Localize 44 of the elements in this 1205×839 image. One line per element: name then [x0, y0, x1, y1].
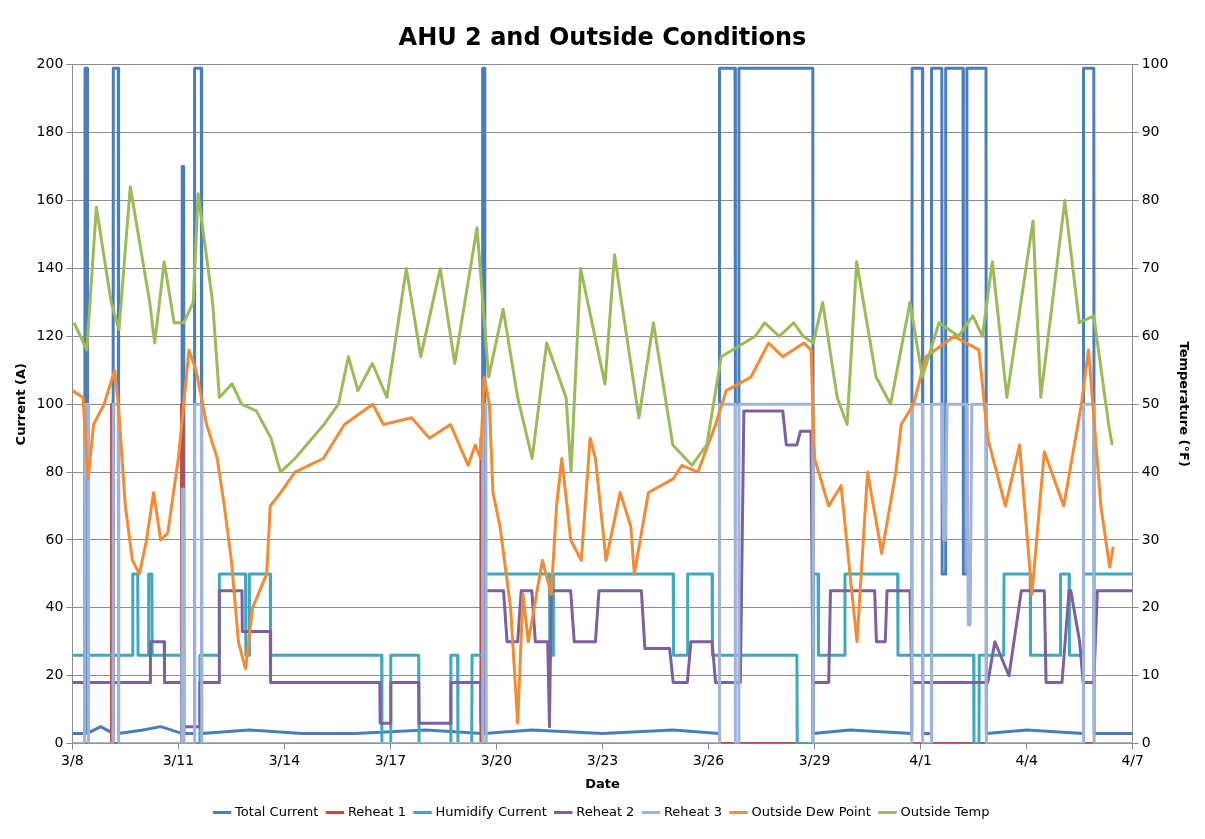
- x-tick-label: 4/4: [1015, 751, 1038, 768]
- y2-tick-label: 0: [1141, 734, 1151, 751]
- y-tick-label: 20: [45, 666, 64, 683]
- y2-tick-label: 20: [1141, 598, 1160, 615]
- legend-label: Outside Dew Point: [751, 803, 871, 819]
- y-tick-label: 100: [36, 394, 64, 411]
- y2-tick-label: 70: [1141, 259, 1160, 276]
- y-tick-label: 120: [36, 326, 64, 343]
- y2-tick-label: 90: [1141, 123, 1160, 140]
- y-tick-label: 60: [45, 530, 64, 547]
- x-tick-label: 3/20: [480, 751, 513, 768]
- y2-tick-label: 50: [1141, 394, 1160, 411]
- legend-label: Reheat 2: [576, 803, 635, 819]
- x-tick-label: 3/14: [268, 751, 301, 768]
- y2-axis-title: Temperature (°F): [1176, 341, 1192, 467]
- y2-tick-label: 40: [1141, 462, 1160, 479]
- legend-label: Reheat 3: [663, 803, 723, 819]
- x-tick-label: 3/29: [798, 751, 831, 768]
- y-axis-title: Current (A): [13, 363, 29, 446]
- y2-tick-label: 80: [1141, 191, 1160, 208]
- legend-label: Total Current: [234, 803, 319, 819]
- x-tick-label: 3/11: [162, 751, 195, 768]
- legend-label: Humidify Current: [435, 803, 547, 819]
- x-tick-label: 3/17: [374, 751, 407, 768]
- y-tick-label: 180: [36, 123, 64, 140]
- y2-tick-label: 10: [1141, 666, 1160, 683]
- x-tick-label: 3/26: [692, 751, 725, 768]
- y-tick-label: 80: [45, 462, 64, 479]
- y-tick-label: 0: [54, 734, 64, 751]
- y-tick-label: 160: [36, 191, 64, 208]
- chart-title: AHU 2 and Outside Conditions: [398, 22, 807, 51]
- y2-tick-label: 60: [1141, 326, 1160, 343]
- y-tick-label: 140: [36, 259, 64, 276]
- x-tick-label: 4/1: [909, 751, 932, 768]
- x-axis-title: Date: [585, 775, 620, 791]
- y-tick-label: 40: [45, 598, 64, 615]
- legend-label: Reheat 1: [347, 803, 407, 819]
- y2-tick-label: 30: [1141, 530, 1160, 547]
- x-tick-label: 4/7: [1121, 751, 1144, 768]
- x-tick-label: 3/23: [586, 751, 619, 768]
- y-tick-label: 200: [36, 55, 64, 72]
- y2-tick-label: 100: [1141, 55, 1169, 72]
- x-tick-label: 3/8: [61, 751, 84, 768]
- legend-label: Outside Temp: [900, 803, 990, 819]
